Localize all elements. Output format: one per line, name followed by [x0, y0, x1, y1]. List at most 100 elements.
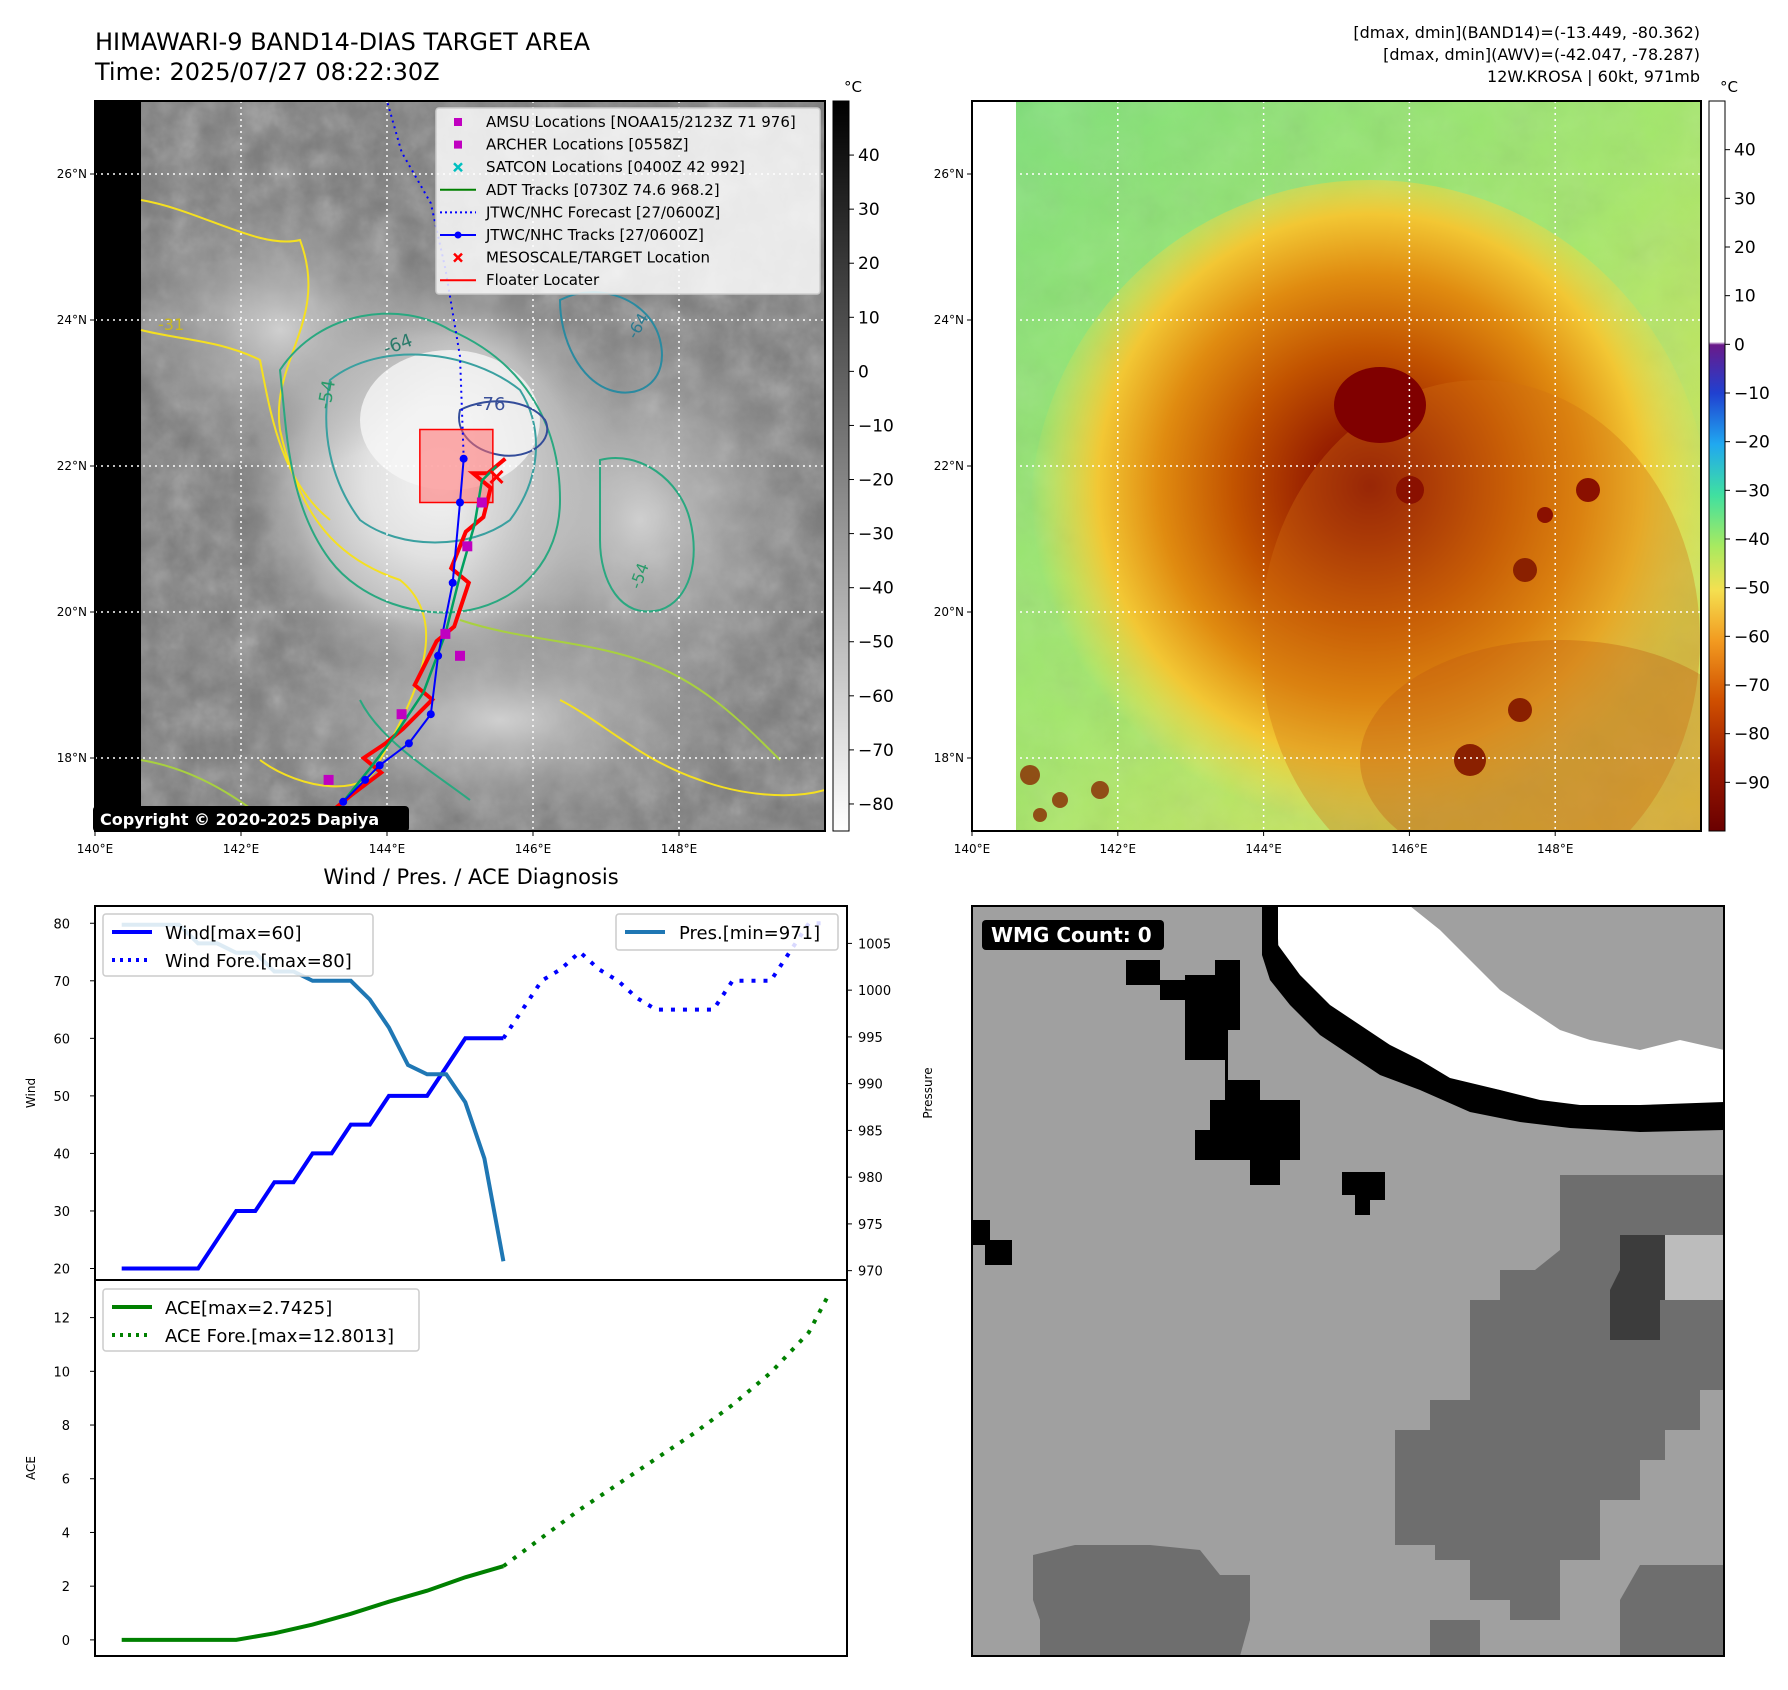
band14-colorbar: °C 40 30 20 10 0 −10 −20 −30 −40 −50 −60 −70 −80 — [832, 78, 894, 832]
awv-colorbar: °C 40 30 20 10 0 −10 −20 −30 −40 −50 −60 −70 −80 −90 — [1708, 78, 1770, 832]
wind-tick-6: 80 — [53, 917, 70, 932]
jtwc-point-0 — [339, 797, 348, 806]
contour-label-1: -31 — [158, 315, 184, 334]
series-1 — [501, 921, 828, 1040]
cb2-ticks-tick-11: −70 — [1734, 676, 1770, 696]
band14-lon-tick-1: 142°E — [223, 842, 260, 856]
band14-axes: 140°E 142°E 144°E 146°E 148°E 26°N 24°N 22°N 20°… — [57, 167, 698, 856]
awv-lat-tick-3: 20°N — [934, 605, 964, 619]
contour-label-3: -54 — [314, 378, 340, 411]
cb2-ticks-tick-12: −80 — [1734, 725, 1770, 745]
cb1-ticks-tick-12: −80 — [858, 795, 894, 815]
ace-tick-1: 2 — [62, 1580, 70, 1595]
awv-lon-tick-4: 148°E — [1537, 842, 1574, 856]
ace-tick-5: 10 — [53, 1365, 70, 1380]
cb2-ticks-tick-9: −50 — [1734, 579, 1770, 599]
cb2-ticks-tick-7: −30 — [1734, 481, 1770, 501]
jtwc-point-8 — [459, 454, 468, 463]
legend-item-4: JTWC/NHC Forecast [27/0600Z] — [485, 203, 720, 221]
pressure-tick-4: 990 — [858, 1078, 883, 1093]
band14-lat-tick-2: 22°N — [57, 459, 87, 473]
cb1-ticks-tick-4: 0 — [858, 362, 869, 382]
pressure-tick-1: 975 — [858, 1218, 883, 1233]
ace-panel: 0 2 4 6 8 10 12 ACE ACE[max=2.7425] ACE Fore.[… — [24, 1279, 848, 1657]
ace-series-0 — [121, 1564, 504, 1642]
cb2-ticks-tick-8: −40 — [1734, 530, 1770, 550]
jtwc-point-5 — [434, 651, 443, 660]
cb1-ticks-tick-7: −30 — [858, 525, 894, 545]
archer-point-0 — [476, 497, 487, 508]
archer-point-1 — [462, 541, 473, 552]
awv-axes: 140°E 142°E 144°E 146°E 148°E 26°N 24°N 22°N 20°… — [934, 167, 1574, 856]
wind-tick-2: 40 — [53, 1147, 70, 1162]
copyright-text: Copyright © 2020-2025 Dapiya — [100, 810, 379, 829]
ace-tick-4: 8 — [62, 1419, 70, 1434]
pressure-tick-2: 980 — [858, 1171, 883, 1186]
pressure-tick-3: 985 — [858, 1124, 883, 1139]
ace-tick-6: 12 — [53, 1312, 70, 1327]
ace-ylabel: ACE — [24, 1456, 38, 1480]
cb2-ticks-tick-1: 30 — [1734, 189, 1756, 209]
pressure-tick-6: 1000 — [858, 984, 891, 999]
wind-tick-1: 30 — [53, 1205, 70, 1220]
awv-lat-tick-4: 18°N — [934, 751, 964, 765]
ace-tick-3: 6 — [62, 1473, 70, 1488]
legend-item-0: AMSU Locations [NOAA15/2123Z 71 976] — [486, 113, 796, 131]
awv-lon-tick-3: 146°E — [1391, 842, 1428, 856]
cb1-ticks-tick-2: 20 — [858, 254, 880, 274]
legend-item-3: ADT Tracks [0730Z 74.6 968.2] — [486, 181, 720, 199]
cb1-ticks-tick-10: −60 — [858, 687, 894, 707]
wind-legend: Wind[max=60] Wind Fore.[max=80] — [102, 913, 374, 977]
contour-label-4: -76 — [476, 394, 505, 415]
band14-colorbar-unit: °C — [844, 78, 862, 96]
legend-ace: ACE[max=2.7425] — [165, 1298, 332, 1319]
jtwc-forecast-track — [386, 101, 465, 459]
wind-ylabel: Wind — [24, 1078, 38, 1108]
cb2-ticks-tick-2: 20 — [1734, 238, 1756, 258]
cb1-ticks-tick-6: −20 — [858, 471, 894, 491]
awv-lon-tick-0: 140°E — [954, 842, 991, 856]
wind-tick-5: 70 — [53, 975, 70, 990]
stats-awv: [dmax, dmin](AWV)=(-42.047, -78.287) — [1383, 45, 1700, 64]
band14-lon-tick-4: 148°E — [661, 842, 698, 856]
jtwc-point-4 — [426, 710, 435, 719]
legend-item-1: ARCHER Locations [0558Z] — [486, 136, 689, 154]
diagnosis-title: Wind / Pres. / ACE Diagnosis — [323, 865, 618, 889]
awv-lat-tick-2: 22°N — [934, 459, 964, 473]
ace-tick-2: 4 — [62, 1526, 70, 1541]
awv-colorbar-unit: °C — [1720, 78, 1738, 96]
pressure-ylabel: Pressure — [921, 1067, 935, 1118]
cb2-ticks-tick-3: 10 — [1734, 287, 1756, 307]
cb1-ticks-tick-1: 30 — [858, 200, 880, 220]
ace-tick-0: 0 — [62, 1634, 70, 1649]
archer-point-4 — [396, 709, 407, 720]
pressure-legend: Pres.[min=971] — [615, 913, 839, 951]
band14-lat-tick-3: 20°N — [57, 605, 87, 619]
awv-gridlines — [972, 101, 1701, 831]
band14-legend: AMSU Locations [NOAA15/2123Z 71 976] ARCH… — [435, 107, 821, 295]
archer-point-3 — [455, 650, 465, 661]
cb2-ticks-tick-0: 40 — [1734, 141, 1756, 161]
band14-track-layer — [323, 101, 507, 811]
pressure-tick-0: 970 — [858, 1265, 883, 1280]
band14-lat-tick-0: 26°N — [57, 167, 87, 181]
jtwc-point-2 — [375, 761, 384, 770]
jtwc-point-3 — [404, 739, 413, 748]
archer-point-2 — [440, 628, 451, 639]
figure-time: Time: 2025/07/27 08:22:30Z — [94, 58, 440, 86]
awv-lon-tick-1: 142°E — [1100, 842, 1137, 856]
legend-item-6: MESOSCALE/TARGET Location — [486, 249, 710, 267]
cb2-ticks-tick-4: 0 — [1734, 335, 1745, 355]
wind-tick-4: 60 — [53, 1032, 70, 1047]
cb1-ticks-tick-3: 10 — [858, 308, 880, 328]
awv-lat-tick-0: 26°N — [934, 167, 964, 181]
cb1-ticks-tick-0: 40 — [858, 146, 880, 166]
storm-info: 12W.KROSA | 60kt, 971mb — [1487, 67, 1700, 86]
legend-item-7: Floater Locater — [486, 271, 600, 289]
ace-legend: ACE[max=2.7425] ACE Fore.[max=12.8013] — [102, 1288, 420, 1352]
jtwc-point-1 — [361, 775, 370, 784]
legend-ace-fore: ACE Fore.[max=12.8013] — [165, 1326, 394, 1347]
wind-tick-3: 50 — [53, 1090, 70, 1105]
band14-lon-tick-0: 140°E — [77, 842, 114, 856]
